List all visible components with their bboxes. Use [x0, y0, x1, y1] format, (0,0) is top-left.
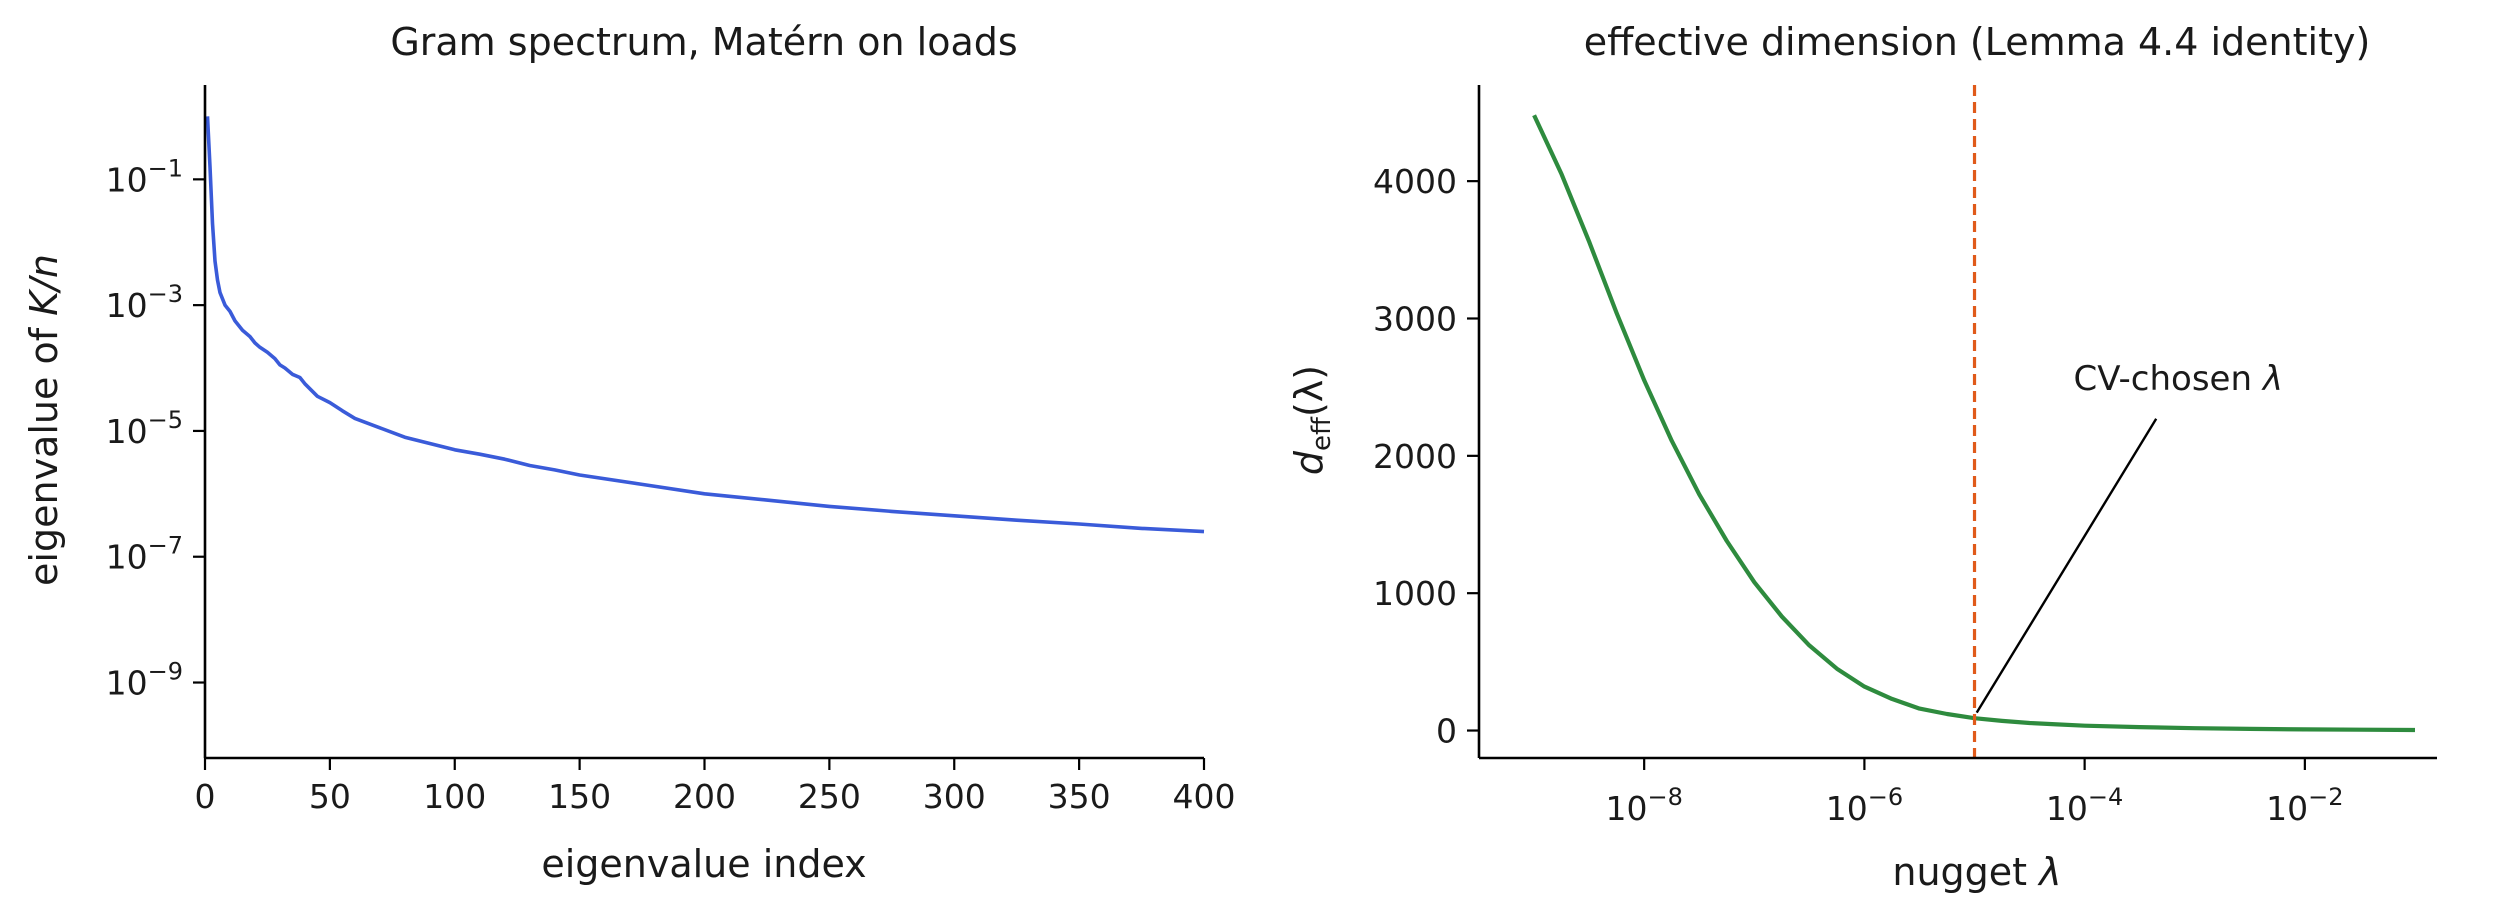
left-panel: Gram spectrum, Matérn on loads 0 50 100 150… [22, 20, 1236, 886]
right-y-label-math: d [1287, 450, 1331, 475]
left-y-tick-label-exp: −1 [148, 154, 183, 182]
left-y-tick-label-base: 10 [106, 160, 148, 199]
right-x-tick-label-base: 10 [2266, 789, 2308, 828]
right-y-tick-label: 1000 [1373, 574, 1457, 613]
left-chart-title: Gram spectrum, Matérn on loads [390, 20, 1017, 64]
left-x-ticks: 0 50 100 150 200 250 300 350 400 [195, 758, 1236, 816]
left-y-axis-label: eigenvalue of K/n [22, 254, 66, 586]
left-y-tick-label-base: 10 [106, 412, 148, 451]
annotation-text-math: λ [2261, 359, 2283, 399]
left-y-label-prefix: eigenvalue of [22, 316, 66, 586]
left-y-tick-label: 10−1 [106, 154, 183, 199]
right-x-tick-label-base: 10 [1826, 789, 1868, 828]
right-y-label-sub: eff [1307, 416, 1337, 451]
left-x-tick-label: 400 [1173, 777, 1236, 816]
right-x-label-math: λ [2037, 850, 2062, 894]
right-y-tick-label: 2000 [1373, 437, 1457, 476]
right-x-axis-label: nugget λ [1892, 850, 2061, 894]
cv-annotation: CV-chosen λ [1975, 359, 2283, 714]
left-y-tick-label-exp: −3 [148, 280, 183, 308]
right-x-tick-label-exp: −6 [1868, 783, 1903, 811]
left-x-tick-label: 300 [923, 777, 986, 816]
right-chart-title: effective dimension (Lemma 4.4 identity) [1584, 20, 2371, 64]
left-y-tick-label: 10−3 [106, 280, 183, 325]
right-x-tick-label: 10−8 [1605, 783, 1682, 828]
left-series-line-0 [205, 116, 1205, 534]
annotation-text: CV-chosen λ [2074, 359, 2283, 399]
right-x-ticks: 10−8 10−6 10−4 10−2 [1605, 758, 2344, 828]
left-y-tick-label-exp: −7 [148, 532, 183, 560]
left-y-tick-label-exp: −5 [148, 406, 183, 434]
right-y-tick-label: 3000 [1373, 299, 1457, 338]
left-y-tick-label-exp: −9 [148, 658, 183, 686]
left-y-tick-label: 10−7 [106, 532, 183, 577]
left-y-label-math: K/n [22, 254, 66, 316]
left-y-tick-label-base: 10 [106, 538, 148, 577]
left-y-tick-label: 10−5 [106, 406, 183, 451]
left-x-tick-label: 100 [423, 777, 486, 816]
right-x-tick-label-base: 10 [1605, 789, 1647, 828]
right-x-tick-label-exp: −8 [1647, 783, 1682, 811]
left-y-tick-label-base: 10 [106, 286, 148, 325]
right-x-tick-label: 10−4 [2046, 783, 2123, 828]
right-y-tick-label: 4000 [1373, 162, 1457, 201]
right-x-tick-label-base: 10 [2046, 789, 2088, 828]
right-y-tick-label: 0 [1436, 712, 1457, 751]
right-y-axis-label: deff(λ) [1287, 365, 1337, 475]
left-x-tick-label: 250 [798, 777, 861, 816]
annotation-text-label: CV-chosen [2074, 359, 2263, 399]
right-series-line-0 [1532, 114, 2416, 733]
right-panel: effective dimension (Lemma 4.4 identity)… [1287, 20, 2437, 894]
left-plot-series [205, 116, 1205, 534]
right-x-label-prefix: nugget [1892, 850, 2039, 894]
left-x-tick-label: 0 [195, 777, 216, 816]
left-x-tick-label: 200 [673, 777, 736, 816]
right-plot-series [1532, 85, 2416, 758]
left-x-tick-label: 50 [309, 777, 351, 816]
left-x-tick-label: 350 [1048, 777, 1111, 816]
right-x-tick-label-exp: −2 [2308, 783, 2343, 811]
left-y-ticks: 10−110−310−510−710−9 [106, 154, 205, 703]
left-x-tick-label: 150 [548, 777, 611, 816]
right-x-tick-label-exp: −4 [2088, 783, 2123, 811]
left-y-tick-label: 10−9 [106, 658, 183, 703]
left-y-tick-label-base: 10 [106, 664, 148, 703]
right-x-tick-label: 10−6 [1826, 783, 1903, 828]
right-y-ticks: 0 1000 2000 3000 4000 [1373, 162, 1479, 751]
right-y-label-suffix: (λ) [1287, 365, 1331, 417]
right-x-tick-label: 10−2 [2266, 783, 2343, 828]
annotation-arrow [1975, 418, 2158, 714]
left-x-axis-label: eigenvalue index [541, 842, 866, 886]
